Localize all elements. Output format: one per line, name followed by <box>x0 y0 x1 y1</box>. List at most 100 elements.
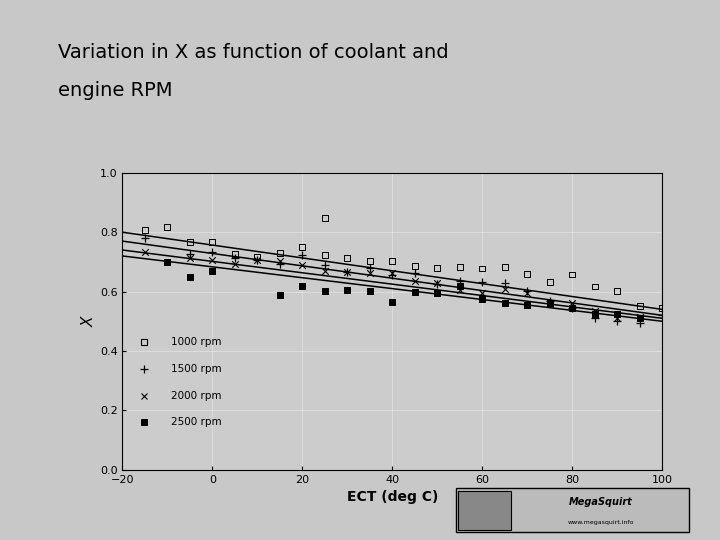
Point <box>229 254 240 262</box>
Y-axis label: X: X <box>82 316 97 327</box>
Point <box>589 307 600 315</box>
Point <box>341 253 353 262</box>
Point <box>274 260 286 268</box>
Point <box>161 258 174 267</box>
Point <box>184 253 196 262</box>
Point <box>521 288 533 297</box>
Point <box>252 255 264 264</box>
Point <box>477 264 488 273</box>
Point <box>409 261 420 270</box>
Point <box>432 264 444 272</box>
Point <box>161 222 174 231</box>
Point <box>521 287 533 295</box>
Text: 2500 rpm: 2500 rpm <box>171 417 222 427</box>
Point <box>634 313 646 321</box>
Point <box>454 285 466 294</box>
FancyBboxPatch shape <box>459 491 510 530</box>
Point <box>612 316 624 325</box>
Point <box>297 251 308 260</box>
Point <box>432 279 444 288</box>
Point <box>612 287 624 296</box>
Point <box>319 251 330 259</box>
Text: engine RPM: engine RPM <box>58 81 172 100</box>
Point <box>252 255 264 264</box>
Point <box>387 269 398 278</box>
Point <box>297 281 308 290</box>
Text: 1500 rpm: 1500 rpm <box>171 364 222 374</box>
Point <box>139 247 150 256</box>
Point <box>139 226 150 235</box>
Text: MegaSquirt: MegaSquirt <box>569 497 633 507</box>
Point <box>207 267 218 275</box>
Point <box>184 238 196 246</box>
Point <box>319 267 330 275</box>
Point <box>229 260 240 268</box>
Point <box>432 279 444 288</box>
Point <box>341 267 353 276</box>
Point <box>319 214 330 222</box>
Point <box>477 295 488 303</box>
Point <box>567 303 578 312</box>
Point <box>387 271 398 280</box>
Point <box>387 256 398 265</box>
Point <box>477 278 488 286</box>
Point <box>364 287 376 295</box>
Point <box>499 299 510 308</box>
Point <box>612 313 624 322</box>
Point <box>364 268 376 277</box>
Point <box>364 256 376 265</box>
Point <box>544 299 556 307</box>
Point <box>409 269 420 278</box>
Point <box>364 264 376 272</box>
Point <box>567 304 578 313</box>
Text: www.megasquirt.info: www.megasquirt.info <box>567 520 634 525</box>
Point <box>387 298 398 306</box>
Point <box>544 296 556 305</box>
Point <box>499 285 510 293</box>
Point <box>207 256 218 265</box>
Point <box>139 233 150 242</box>
Point <box>207 237 218 246</box>
Point <box>274 291 286 299</box>
Point <box>319 287 330 295</box>
Point <box>589 310 600 319</box>
FancyBboxPatch shape <box>456 488 689 532</box>
Point <box>341 268 353 276</box>
Point <box>499 279 510 287</box>
Point <box>161 258 174 267</box>
Point <box>454 282 466 291</box>
Text: Variation in X as function of coolant and: Variation in X as function of coolant an… <box>58 43 449 62</box>
Point <box>432 289 444 298</box>
Point <box>521 301 533 309</box>
Point <box>454 277 466 286</box>
Point <box>567 299 578 307</box>
Text: 2000 rpm: 2000 rpm <box>171 390 222 401</box>
Point <box>521 269 533 278</box>
Point <box>634 314 646 322</box>
Point <box>409 277 420 286</box>
Point <box>612 309 624 318</box>
Point <box>341 285 353 294</box>
Point <box>297 243 308 252</box>
Point <box>229 249 240 258</box>
Point <box>499 262 510 271</box>
Point <box>567 270 578 279</box>
X-axis label: ECT (deg C): ECT (deg C) <box>347 490 438 504</box>
Point <box>274 257 286 266</box>
Point <box>634 301 646 310</box>
Point <box>657 304 668 313</box>
Point <box>409 288 420 296</box>
Point <box>297 260 308 269</box>
Point <box>589 313 600 322</box>
Point <box>184 250 196 259</box>
Point <box>544 299 556 308</box>
Point <box>454 262 466 271</box>
Point <box>207 247 218 256</box>
Point <box>184 273 196 281</box>
Point <box>589 282 600 291</box>
Point <box>477 288 488 297</box>
Text: 1000 rpm: 1000 rpm <box>171 337 222 347</box>
Point <box>319 261 330 269</box>
Point <box>634 319 646 327</box>
Point <box>252 253 264 261</box>
